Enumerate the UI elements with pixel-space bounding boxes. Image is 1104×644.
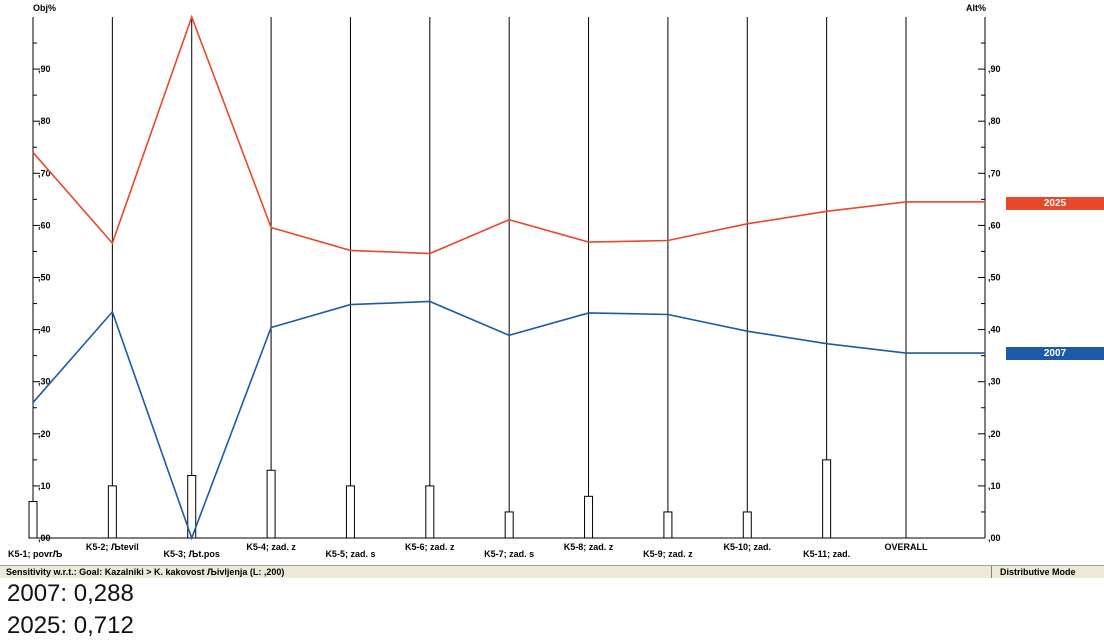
- category-labels: K5-1; povrЉ K5-2; Љtevil K5-3; Љt.pos K5-4;…: [8, 542, 928, 559]
- alt-2007-label: 2007: [1043, 348, 1067, 359]
- left-axis-label: Obj%: [33, 3, 56, 13]
- status-bar: Sensitivity w.r.t.: Goal: Kazalniki > K.…: [0, 565, 1104, 578]
- right-tick-label: ,20: [988, 429, 1001, 439]
- right-tick-label: ,80: [988, 116, 1001, 126]
- left-tick-label: ,20: [38, 429, 51, 439]
- summary-2007: 2007: 0,288: [7, 580, 134, 607]
- right-tick-label: ,50: [988, 273, 1001, 283]
- left-tick-label: ,50: [38, 273, 51, 283]
- y-ticks: ,00 ,00 ,10 ,10 ,20 ,20 ,30 ,30 ,40 ,40 ,50 ,50 ,60,…: [33, 42, 1001, 543]
- axes: [32, 17, 986, 539]
- category-label: K5-4; zad. z: [246, 542, 296, 552]
- objective-weight-bar[interactable]: [663, 511, 673, 539]
- status-mode-text: Distributive Mode: [1000, 567, 1076, 577]
- objective-weight-bar[interactable]: [107, 485, 117, 539]
- summary-2025: 2025: 0,712: [7, 612, 134, 639]
- sensitivity-chart: ,00 ,00 ,10 ,10 ,20 ,20 ,30 ,30 ,40 ,40 ,50 ,50 ,60,…: [8, 3, 1001, 559]
- status-sensitivity-text: Sensitivity w.r.t.: Goal: Kazalniki > K.…: [6, 566, 992, 578]
- right-tick-label: ,40: [988, 325, 1001, 335]
- objective-weight-bar[interactable]: [584, 495, 594, 539]
- series-line-2007: [32, 300, 985, 541]
- right-tick-label: ,70: [988, 168, 1001, 178]
- objective-weight-bar[interactable]: [504, 511, 514, 539]
- objective-weight-bar[interactable]: [425, 485, 435, 539]
- category-label: K5-2; Љtevil: [86, 542, 139, 552]
- left-tick-label: ,80: [38, 116, 51, 126]
- category-label: K5-10; zad.: [724, 542, 772, 552]
- left-tick-label: ,00: [38, 533, 51, 543]
- right-tick-label: ,00: [988, 533, 1001, 543]
- category-label: K5-11; zad.: [803, 549, 850, 559]
- category-label: K5-9; zad. z: [643, 549, 693, 559]
- category-label: K5-5; zad. s: [325, 549, 375, 559]
- right-tick-label: ,30: [988, 377, 1001, 387]
- right-tick-label: ,90: [988, 64, 1001, 74]
- left-tick-label: ,40: [38, 325, 51, 335]
- objective-weight-bar[interactable]: [345, 485, 355, 539]
- alt-2025-handle[interactable]: 2025: [1006, 197, 1104, 210]
- category-label: K5-7; zad. s: [484, 549, 534, 559]
- left-tick-label: ,70: [38, 168, 51, 178]
- alt-2025-label: 2025: [1043, 198, 1067, 209]
- category-label: OVERALL: [884, 542, 928, 552]
- objective-weight-bars: [28, 459, 832, 539]
- objective-weight-bar[interactable]: [742, 511, 752, 539]
- right-tick-label: ,10: [988, 481, 1001, 491]
- right-tick-label: ,60: [988, 220, 1001, 230]
- series-line-2025: [32, 14, 985, 255]
- alternative-lines: [32, 14, 985, 541]
- left-tick-label: ,10: [38, 481, 51, 491]
- left-tick-label: ,30: [38, 377, 51, 387]
- category-label: K5-3; Љt.pos: [164, 549, 220, 559]
- objective-weight-bar[interactable]: [266, 469, 276, 539]
- category-label: K5-1; povrЉ: [8, 549, 63, 559]
- left-tick-label: ,90: [38, 64, 51, 74]
- left-tick-label: ,60: [38, 220, 51, 230]
- category-label: K5-6; zad. z: [405, 542, 455, 552]
- right-axis-label: Alt%: [966, 3, 986, 13]
- category-label: K5-8; zad. z: [564, 542, 614, 552]
- objective-weight-bar[interactable]: [822, 459, 832, 539]
- alt-2007-handle[interactable]: 2007: [1006, 347, 1104, 360]
- objective-weight-bar[interactable]: [28, 501, 38, 539]
